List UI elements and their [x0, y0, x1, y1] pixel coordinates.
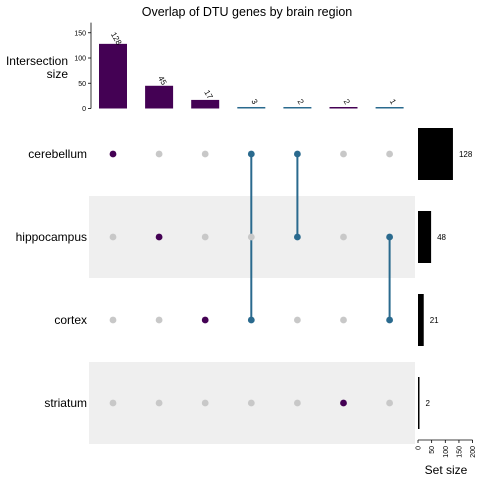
intersection-bar-label-7: 1: [388, 98, 398, 107]
set-size-x-tick-label: 50: [429, 446, 436, 454]
set-size-label-hippocampus: 48: [437, 233, 446, 242]
inactive-dot-2-cortex: [155, 316, 163, 324]
intersection-y-tick-label: 150: [74, 30, 86, 37]
set-size-bar-hippocampus: [418, 211, 432, 263]
inactive-dot-2-cerebellum: [155, 150, 163, 158]
intersection-bar-label-4: 3: [249, 98, 259, 107]
intersection-bar-label-5: 2: [296, 98, 306, 107]
active-dot-7-cortex: [386, 316, 393, 324]
inactive-dot-4-striatum: [247, 399, 255, 407]
set-size-axis-title: Set size: [425, 463, 468, 477]
set-label-hippocampus: hippocampus: [16, 230, 87, 244]
intersection-bar-2: [145, 85, 174, 109]
set-size-bar-cerebellum: [418, 128, 453, 180]
chart-title: Overlap of DTU genes by brain region: [142, 5, 353, 19]
set-size-x-tick-label: 200: [470, 446, 477, 458]
inactive-dot-7-striatum: [386, 399, 393, 407]
set-size-bar-striatum: [418, 377, 420, 429]
set-label-cerebellum: cerebellum: [28, 147, 87, 161]
intersection-y-tick-label: 50: [78, 81, 86, 88]
intersection-bar-label-6: 2: [342, 98, 352, 107]
inactive-dot-3-cerebellum: [201, 150, 209, 158]
intersection-bar-1: [99, 43, 127, 109]
intersection-bar-6: [329, 107, 358, 109]
active-dot-7-hippocampus: [386, 233, 393, 241]
set-size-bar-cortex: [418, 294, 424, 346]
active-dot-4-cerebellum: [247, 150, 255, 158]
inactive-dot-2-striatum: [155, 399, 163, 407]
active-dot-2-hippocampus: [155, 233, 163, 241]
set-size-x-tick-label: 100: [443, 446, 450, 458]
intersection-bar-3: [191, 99, 220, 109]
inactive-dot-6-cortex: [340, 316, 347, 324]
inactive-dot-3-hippocampus: [201, 233, 209, 241]
intersection-bar-7: [375, 107, 404, 109]
intersection-bar-4: [237, 106, 266, 109]
active-dot-5-hippocampus: [294, 233, 301, 241]
intersection-bar-label-2: 45: [156, 74, 169, 87]
inactive-dot-1-striatum: [109, 399, 117, 407]
inactive-dot-5-striatum: [294, 399, 301, 407]
inactive-dot-6-hippocampus: [340, 233, 347, 241]
inactive-dot-4-hippocampus: [247, 233, 255, 241]
inactive-dot-1-hippocampus: [109, 233, 117, 241]
set-label-striatum: striatum: [44, 396, 87, 410]
intersection-axis-title-line: Intersection: [6, 54, 68, 68]
set-size-x-tick-label: 150: [456, 446, 463, 458]
inactive-dot-5-cortex: [294, 316, 301, 324]
inactive-dot-7-cerebellum: [386, 150, 393, 158]
active-dot-3-cortex: [201, 316, 209, 324]
set-size-label-cerebellum: 128: [459, 150, 473, 159]
inactive-dot-3-striatum: [201, 399, 209, 407]
active-dot-5-cerebellum: [294, 150, 301, 158]
intersection-y-tick-label: 0: [82, 106, 86, 113]
membership-matrix: cerebellum hippocampus cortex striatum: [16, 147, 393, 410]
intersection-y-tick-label: 100: [74, 56, 86, 63]
inactive-dot-6-cerebellum: [340, 150, 347, 158]
intersection-bar-label-3: 17: [202, 89, 215, 102]
set-size-x-tick-label: 0: [416, 446, 423, 450]
set-size-label-cortex: 21: [430, 316, 439, 325]
inactive-dot-1-cortex: [109, 316, 117, 324]
active-dot-1-cerebellum: [109, 150, 117, 158]
active-dot-6-striatum: [340, 399, 347, 407]
set-label-cortex: cortex: [54, 313, 87, 327]
intersection-axis-title-line: size: [47, 67, 69, 81]
intersection-bar-5: [283, 107, 312, 109]
set-size-label-striatum: 2: [426, 399, 431, 408]
active-dot-4-cortex: [247, 316, 255, 324]
